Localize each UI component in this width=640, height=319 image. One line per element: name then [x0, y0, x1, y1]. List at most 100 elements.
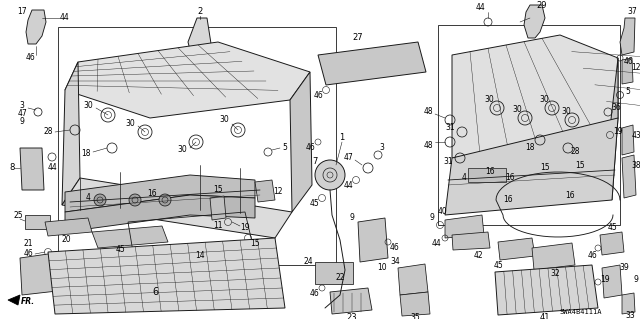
Polygon shape [62, 178, 292, 238]
Text: 19: 19 [613, 128, 623, 137]
Text: 12: 12 [631, 63, 640, 72]
Polygon shape [452, 35, 618, 158]
Text: 10: 10 [377, 263, 387, 272]
Polygon shape [8, 295, 20, 305]
Text: 16: 16 [147, 189, 157, 198]
Polygon shape [290, 72, 312, 212]
Polygon shape [65, 42, 310, 118]
Text: 16: 16 [505, 174, 515, 182]
Text: 48: 48 [423, 108, 433, 116]
Text: 44: 44 [60, 13, 70, 23]
Text: 12: 12 [273, 188, 283, 197]
Text: 33: 33 [625, 311, 635, 319]
Polygon shape [26, 10, 46, 44]
Text: 9: 9 [20, 116, 24, 125]
Text: 31: 31 [443, 158, 453, 167]
Text: 8: 8 [10, 164, 15, 173]
Text: 14: 14 [195, 251, 205, 261]
Text: 9: 9 [634, 276, 639, 285]
Text: 38: 38 [631, 160, 640, 169]
Text: 46: 46 [313, 91, 323, 100]
Text: 27: 27 [353, 33, 364, 42]
Polygon shape [210, 196, 226, 220]
Text: 35: 35 [410, 314, 420, 319]
Polygon shape [330, 288, 372, 314]
Text: 16: 16 [503, 196, 513, 204]
Text: 44: 44 [475, 4, 485, 12]
Text: 46: 46 [305, 144, 315, 152]
Text: 2: 2 [197, 8, 203, 17]
Polygon shape [92, 226, 168, 248]
Polygon shape [445, 215, 484, 238]
Text: 44: 44 [47, 162, 57, 172]
Text: 17: 17 [17, 8, 27, 17]
Text: 31: 31 [445, 123, 455, 132]
Text: 45: 45 [607, 224, 617, 233]
Polygon shape [20, 148, 44, 190]
Text: 18: 18 [81, 149, 91, 158]
Text: 30: 30 [484, 95, 494, 105]
Polygon shape [20, 252, 66, 295]
Text: 34: 34 [390, 257, 400, 266]
Polygon shape [495, 265, 598, 315]
Text: 22: 22 [335, 273, 345, 283]
Text: 29: 29 [537, 1, 547, 10]
Text: 45: 45 [493, 261, 503, 270]
Text: 37: 37 [627, 8, 637, 17]
Text: 20: 20 [61, 235, 71, 244]
Polygon shape [445, 118, 618, 215]
Text: 32: 32 [550, 270, 560, 278]
Text: 9: 9 [429, 213, 435, 222]
Bar [58, 27, 336, 265]
Text: 41: 41 [540, 313, 550, 319]
Polygon shape [622, 155, 636, 198]
Polygon shape [524, 5, 545, 38]
Circle shape [159, 194, 171, 206]
Polygon shape [398, 264, 428, 295]
Text: 46: 46 [389, 243, 399, 253]
Text: 15: 15 [213, 186, 223, 195]
Text: 21: 21 [23, 240, 33, 249]
Text: 48: 48 [423, 140, 433, 150]
Text: 30: 30 [125, 118, 135, 128]
Text: 6: 6 [152, 287, 158, 297]
Text: 16: 16 [565, 190, 575, 199]
Text: 9: 9 [349, 213, 355, 222]
Text: 5: 5 [283, 143, 287, 152]
Text: 24: 24 [303, 257, 313, 266]
Polygon shape [45, 218, 92, 236]
Text: 39: 39 [619, 263, 629, 272]
Polygon shape [62, 62, 80, 205]
Text: 36: 36 [611, 103, 621, 113]
Text: 47: 47 [17, 108, 27, 117]
Polygon shape [600, 232, 624, 255]
Bar [315, 262, 353, 284]
Text: 42: 42 [473, 250, 483, 259]
Circle shape [315, 160, 345, 190]
Text: 30: 30 [83, 101, 93, 110]
Polygon shape [622, 58, 633, 84]
Polygon shape [605, 58, 618, 200]
Polygon shape [188, 18, 212, 58]
Text: 16: 16 [485, 167, 495, 176]
Text: 4: 4 [461, 174, 467, 182]
Circle shape [129, 194, 141, 206]
Polygon shape [532, 243, 575, 270]
Text: 28: 28 [570, 147, 580, 157]
Polygon shape [498, 238, 535, 260]
Text: 30: 30 [561, 108, 571, 116]
Text: 30: 30 [177, 145, 187, 154]
Text: 40: 40 [438, 207, 448, 217]
Text: 46: 46 [25, 54, 35, 63]
Text: 1: 1 [339, 133, 344, 143]
Text: SWA4B4111A: SWA4B4111A [560, 309, 602, 315]
Text: 44: 44 [431, 240, 441, 249]
Text: 46: 46 [23, 249, 33, 258]
Text: 3: 3 [20, 100, 24, 109]
Text: 15: 15 [540, 164, 550, 173]
Text: 15: 15 [250, 239, 260, 248]
Text: 46: 46 [310, 290, 320, 299]
Text: 44: 44 [343, 181, 353, 189]
Text: 28: 28 [44, 128, 52, 137]
Polygon shape [620, 18, 635, 55]
